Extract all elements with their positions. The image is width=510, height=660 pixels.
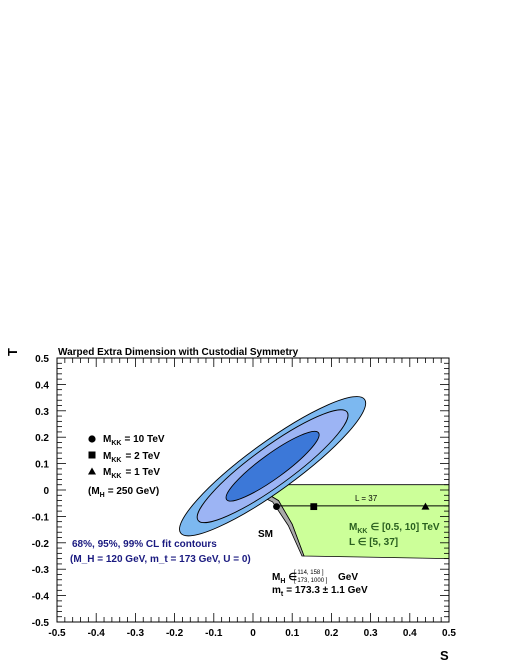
mkk-range-text: MKK ∈ [0.5, 10] TeV [349, 522, 440, 535]
contour-label: 68%, 95%, 99% CL fit contours [72, 539, 217, 550]
sm-label: SM [258, 529, 273, 540]
l-line-label: L = 37 [355, 494, 378, 503]
y-tick-label: -0.3 [32, 565, 50, 576]
y-tick-label: -0.2 [32, 539, 50, 550]
contour-68pct [225, 430, 320, 502]
point-circle [273, 503, 280, 511]
legend: MKK = 10 TeV MKK = 2 TeV MKK = 1 TeV (MH = 2… [88, 434, 165, 499]
x-axis-label: S [440, 648, 449, 660]
mh-range-bot: [ 173, 1000 ] [294, 578, 328, 584]
l-range-text: L ∈ [5, 37] [349, 537, 398, 548]
x-tick-label: 0.5 [442, 628, 456, 639]
legend-marker-square [88, 451, 96, 459]
legend-entry-2tev: MKK = 2 TeV [103, 451, 160, 464]
x-tick-label: 0.3 [364, 628, 378, 639]
x-tick-label: -0.2 [166, 628, 184, 639]
legend-note: (MH = 250 GeV) [88, 486, 159, 499]
legend-entry-1tev: MKK = 1 TeV [103, 467, 160, 480]
y-axis-label: T [5, 348, 20, 356]
x-tick-label: 0.2 [324, 628, 338, 639]
x-tick-label: -0.5 [48, 628, 66, 639]
y-tick-label: 0.4 [35, 380, 49, 391]
legend-marker-triangle [88, 467, 96, 475]
y-tick-label: 0 [43, 486, 49, 497]
y-tick-label: 0.3 [35, 407, 49, 418]
mh-range-text: MH ∈ [272, 572, 297, 585]
x-tick-label: -0.3 [127, 628, 145, 639]
y-tick-label: 0.2 [35, 433, 49, 444]
point-triangle [421, 502, 430, 510]
x-tick-label: -0.1 [205, 628, 223, 639]
legend-marker-circle [88, 435, 96, 443]
chart-title: Warped Extra Dimension with Custodial Sy… [58, 347, 299, 358]
point-square [310, 503, 318, 511]
mh-unit: GeV [338, 572, 358, 583]
x-tick-label: 0.1 [285, 628, 299, 639]
x-tick-label: -0.4 [88, 628, 106, 639]
x-tick-label: 0.4 [403, 628, 417, 639]
mh-range-top: [ 114, 158 ] [294, 570, 324, 576]
y-tick-label: 0.1 [35, 460, 49, 471]
mt-text: mt = 173.3 ± 1.1 GeV [272, 585, 368, 598]
y-tick-label: -0.5 [32, 618, 50, 629]
y-tick-label: 0.5 [35, 354, 49, 365]
x-tick-label: 0 [250, 628, 256, 639]
legend-entry-10tev: MKK = 10 TeV [103, 434, 165, 447]
y-tick-label: -0.1 [32, 512, 50, 523]
y-tick-label: -0.4 [32, 592, 50, 603]
contour-condition: (M_H = 120 GeV, m_t = 173 GeV, U = 0) [70, 554, 251, 565]
